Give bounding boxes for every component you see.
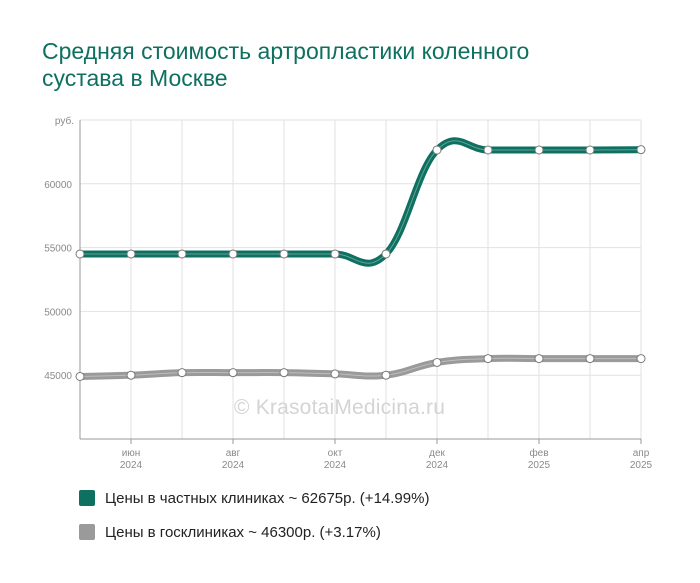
data-point-public (228, 368, 238, 378)
legend-item-private[interactable]: Цены в частных клиниках ~ 62675р. (+14.9… (79, 488, 429, 508)
data-point-public (585, 354, 595, 364)
x-tick-label-year: 2025 (528, 460, 551, 471)
data-point-private (330, 249, 340, 259)
chart-title: Средняя стоимость артропластики коленног… (42, 38, 642, 92)
y-tick-label: 60000 (44, 180, 72, 191)
series-layer (75, 137, 646, 381)
legend-swatch-private (79, 490, 95, 506)
data-point-public (330, 369, 340, 379)
series-line-highlight-private (80, 140, 642, 264)
x-tick-label-year: 2024 (120, 460, 143, 471)
data-point-private (381, 249, 391, 259)
data-point-public (432, 357, 442, 367)
data-point-public (126, 370, 136, 380)
legend-item-public[interactable]: Цены в госклиниках ~ 46300р. (+3.17%) (79, 522, 429, 542)
y-tick-label: 55000 (44, 244, 72, 255)
data-point-private (126, 249, 136, 259)
y-axis-unit-label: руб. (55, 115, 74, 127)
x-tick-label-month: июн (122, 448, 141, 459)
chart-title-line-2: сустава в Москве (42, 65, 228, 91)
x-tick-label-year: 2024 (426, 460, 449, 471)
y-tick-label: 45000 (44, 371, 72, 382)
x-tick-label-year: 2025 (630, 460, 653, 471)
axes: руб.45000500005500060000июн2024авг2024ок… (44, 115, 652, 471)
data-point-private (483, 145, 493, 155)
x-tick-label-month: авг (226, 448, 241, 459)
data-point-public (636, 354, 646, 364)
legend-label-public: Цены в госклиниках ~ 46300р. (+3.17%) (105, 523, 381, 541)
x-tick-label-year: 2024 (222, 460, 245, 471)
data-point-public (381, 370, 391, 380)
legend-swatch-public (79, 524, 95, 540)
x-tick-label-month: апр (633, 448, 650, 459)
y-tick-label: 50000 (44, 307, 72, 318)
data-point-public (483, 354, 493, 364)
x-tick-label-month: окт (328, 448, 343, 459)
data-point-private (534, 145, 544, 155)
grid (79, 119, 642, 439)
data-point-private (585, 145, 595, 155)
data-point-private (432, 145, 442, 155)
data-point-public (534, 354, 544, 364)
data-point-public (279, 368, 289, 378)
data-point-private (228, 249, 238, 259)
x-tick-label-month: дек (429, 448, 445, 459)
x-tick-label-month: фев (529, 447, 548, 459)
x-tick-label-year: 2024 (324, 460, 347, 471)
data-point-public (177, 368, 187, 378)
legend: Цены в частных клиниках ~ 62675р. (+14.9… (79, 488, 429, 556)
series-line-private (76, 137, 645, 267)
series-line-highlight-public (79, 357, 641, 377)
data-point-private (279, 249, 289, 259)
legend-label-private: Цены в частных клиниках ~ 62675р. (+14.9… (105, 489, 430, 507)
data-point-private (75, 249, 85, 259)
data-point-private (636, 145, 646, 155)
data-point-private (177, 249, 187, 259)
watermark: © KrasotaiMedicina.ru (234, 396, 446, 419)
series-line-public (76, 354, 645, 380)
chart-title-line-1: Средняя стоимость артропластики коленног… (42, 38, 530, 64)
data-point-public (75, 371, 85, 381)
